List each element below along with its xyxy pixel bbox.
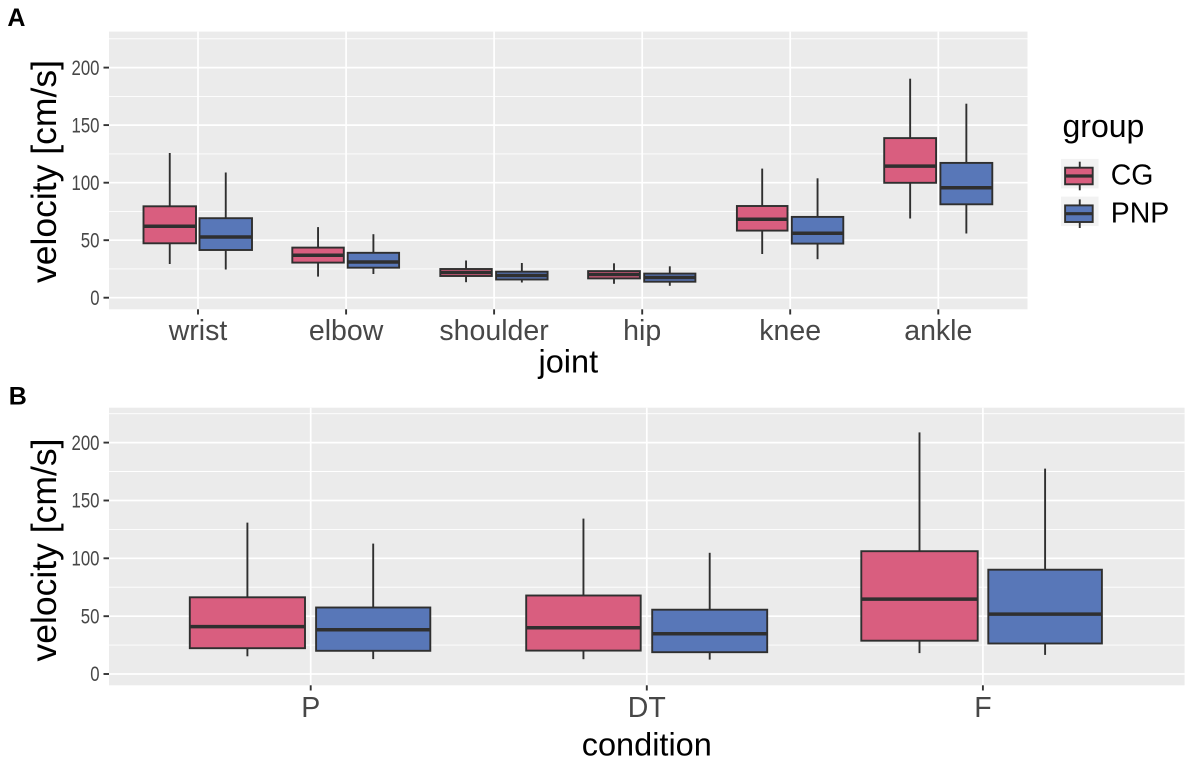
svg-text:velocity [cm/s]: velocity [cm/s] <box>24 60 64 283</box>
svg-text:CG: CG <box>1111 160 1154 192</box>
svg-text:100: 100 <box>72 548 100 571</box>
svg-text:B: B <box>9 383 27 411</box>
svg-text:wrist: wrist <box>168 315 228 347</box>
svg-text:0: 0 <box>90 287 99 310</box>
svg-text:shoulder: shoulder <box>439 315 549 347</box>
svg-text:joint: joint <box>537 344 598 380</box>
svg-text:condition: condition <box>582 727 712 761</box>
svg-text:velocity [cm/s]: velocity [cm/s] <box>24 439 64 662</box>
svg-text:100: 100 <box>72 172 100 195</box>
svg-text:A: A <box>7 4 25 32</box>
svg-text:PNP: PNP <box>1111 197 1170 229</box>
svg-text:elbow: elbow <box>309 315 384 347</box>
svg-text:ankle: ankle <box>904 315 972 347</box>
svg-text:200: 200 <box>72 432 100 455</box>
svg-text:hip: hip <box>623 315 661 347</box>
svg-text:150: 150 <box>72 490 100 513</box>
svg-text:DT: DT <box>628 692 666 724</box>
svg-text:F: F <box>974 692 991 724</box>
svg-text:50: 50 <box>81 605 100 628</box>
svg-text:150: 150 <box>72 114 100 137</box>
svg-text:P: P <box>301 692 320 724</box>
svg-text:0: 0 <box>90 663 99 686</box>
svg-text:200: 200 <box>72 57 100 80</box>
svg-text:group: group <box>1063 108 1145 144</box>
svg-text:50: 50 <box>81 229 100 252</box>
svg-text:knee: knee <box>759 315 821 347</box>
